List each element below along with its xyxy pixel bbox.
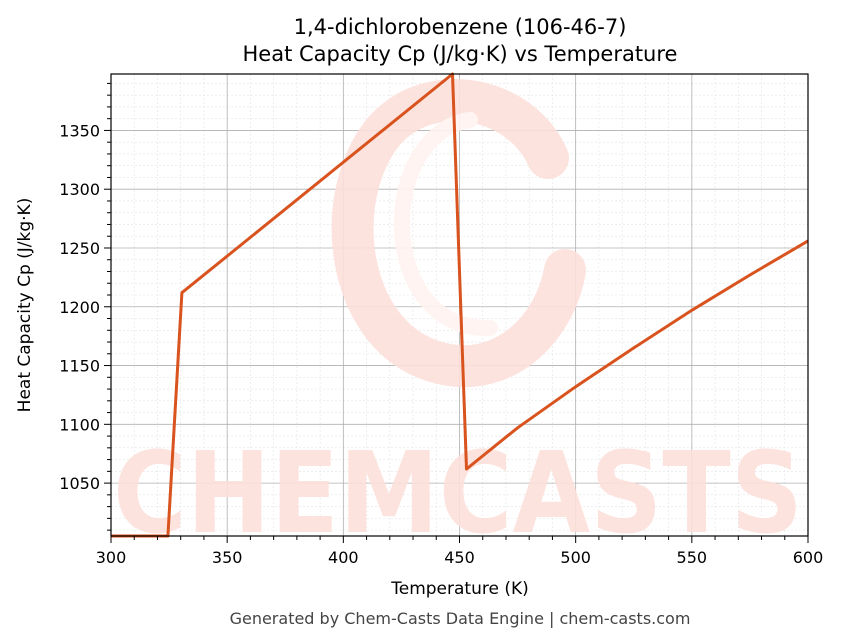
series-line <box>111 72 809 538</box>
y-tick-label: 1200 <box>59 298 100 317</box>
x-axis: 300 350 400 450 500 550 600 <box>96 536 824 567</box>
y-tick-label: 1150 <box>59 357 100 376</box>
y-axis: 1050 1100 1150 1200 1250 1300 1350 <box>59 82 111 531</box>
series-layer <box>111 72 809 538</box>
x-tick-label: 500 <box>560 548 591 567</box>
x-tick-label: 450 <box>444 548 475 567</box>
y-axis-label: Heat Capacity Cp (J/kg·K) <box>15 198 35 413</box>
y-tick-label: 1250 <box>59 239 100 258</box>
footer-credit: Generated by Chem-Casts Data Engine | ch… <box>230 609 691 628</box>
watermark: CHEMCASTS <box>113 79 803 559</box>
chart-title-line1: 1,4-dichlorobenzene (106-46-7) <box>294 15 627 39</box>
y-tick-label: 1100 <box>59 415 100 434</box>
chart-title-line2: Heat Capacity Cp (J/kg·K) vs Temperature <box>243 42 678 66</box>
y-tick-label: 1300 <box>59 180 100 199</box>
y-tick-label: 1350 <box>59 121 100 140</box>
watermark-text: CHEMCASTS <box>113 429 803 559</box>
y-tick-label: 1050 <box>59 474 100 493</box>
x-tick-label: 300 <box>96 548 127 567</box>
x-axis-label: Temperature (K) <box>390 579 529 599</box>
x-tick-label: 550 <box>677 548 708 567</box>
x-tick-label: 600 <box>793 548 824 567</box>
x-tick-label: 350 <box>212 548 243 567</box>
x-tick-label: 400 <box>328 548 359 567</box>
watermark-swirl-icon <box>331 79 586 387</box>
